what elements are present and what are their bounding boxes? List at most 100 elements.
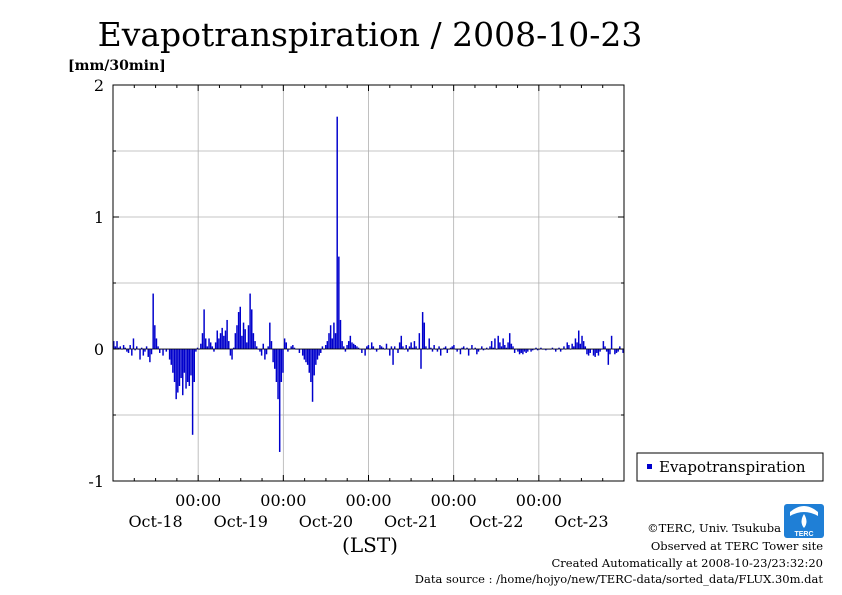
x-tick-date: Oct-20 — [299, 512, 353, 531]
bar — [145, 346, 148, 349]
bar — [423, 322, 426, 349]
bar — [343, 346, 345, 349]
bar — [324, 345, 327, 349]
bar — [531, 349, 534, 351]
bar — [453, 345, 455, 349]
bar — [370, 342, 373, 349]
bar — [139, 349, 141, 360]
bar — [339, 319, 342, 349]
bar — [338, 256, 340, 349]
bar — [232, 347, 235, 349]
bar — [221, 327, 223, 349]
bar — [186, 349, 189, 382]
bar — [206, 346, 209, 349]
credit-observed: Observed at TERC Tower site — [651, 539, 823, 553]
bar — [597, 349, 600, 356]
bar — [218, 338, 220, 349]
bar — [116, 341, 118, 349]
bar — [510, 343, 513, 349]
bar — [489, 346, 491, 349]
bar — [477, 349, 480, 352]
x-tick-time: 00:00 — [431, 491, 477, 510]
bar — [172, 349, 174, 373]
bar — [504, 345, 506, 349]
bar — [211, 346, 214, 349]
grid — [113, 85, 624, 481]
bar — [272, 349, 274, 363]
bar — [260, 349, 263, 356]
bar — [182, 349, 184, 396]
bar — [190, 349, 192, 376]
bar — [188, 349, 191, 386]
bar — [436, 349, 439, 352]
bar — [364, 349, 366, 356]
bar — [336, 116, 338, 350]
bar — [354, 345, 357, 349]
bar — [481, 346, 483, 349]
bar — [380, 346, 383, 349]
bar — [393, 346, 396, 349]
bar — [615, 349, 618, 353]
bar — [136, 346, 138, 349]
legend-swatch — [647, 464, 652, 469]
bar — [183, 349, 186, 373]
bar — [352, 343, 355, 349]
bar — [425, 346, 427, 349]
bar — [361, 349, 363, 353]
bar — [527, 349, 529, 352]
bar — [326, 341, 329, 349]
bar — [390, 346, 393, 349]
bar — [129, 345, 131, 349]
x-tick-date: Oct-21 — [384, 512, 438, 531]
bar — [228, 341, 230, 349]
bar — [605, 349, 608, 352]
bar — [536, 349, 539, 351]
bar — [162, 349, 164, 356]
x-tick-labels: 00:00 Oct-18 00:00 Oct-19 00:00 Oct-20 00:00 Oc… — [128, 491, 608, 531]
bar — [298, 349, 301, 353]
bar — [175, 349, 177, 400]
bar — [293, 347, 296, 349]
y-tick-label: 0 — [94, 340, 104, 359]
x-tick-time: 00:00 — [175, 491, 221, 510]
bar — [316, 349, 319, 360]
bar — [251, 309, 253, 349]
bar — [456, 349, 458, 352]
bar — [397, 349, 399, 353]
bar — [223, 335, 225, 349]
bar — [508, 333, 511, 349]
bar — [462, 346, 465, 349]
bar — [584, 346, 587, 349]
bar — [433, 345, 435, 349]
bar — [331, 338, 334, 349]
bar — [329, 325, 332, 349]
bar — [262, 343, 264, 349]
bar — [265, 349, 268, 355]
bar — [246, 342, 248, 349]
bar — [303, 349, 306, 360]
bar — [356, 346, 358, 349]
bar — [530, 349, 532, 352]
bar — [311, 349, 314, 402]
bar — [554, 349, 557, 352]
y-axis-unit-label: [mm/30min] — [68, 58, 166, 74]
bar — [375, 349, 378, 352]
bar — [333, 322, 335, 349]
bar — [471, 345, 473, 349]
bar — [315, 349, 317, 365]
bar — [334, 333, 337, 349]
bar — [512, 346, 514, 349]
bar — [357, 347, 360, 349]
bar — [290, 346, 292, 349]
bar — [154, 325, 156, 349]
bar — [499, 342, 501, 349]
terc-logo: TERC — [784, 504, 824, 538]
bar — [168, 349, 171, 360]
bar — [579, 343, 582, 349]
bar — [122, 345, 125, 349]
bar — [449, 347, 452, 349]
bar — [540, 347, 542, 349]
bar — [144, 349, 146, 352]
bar — [195, 349, 197, 352]
y-tick-label: 2 — [94, 76, 104, 95]
